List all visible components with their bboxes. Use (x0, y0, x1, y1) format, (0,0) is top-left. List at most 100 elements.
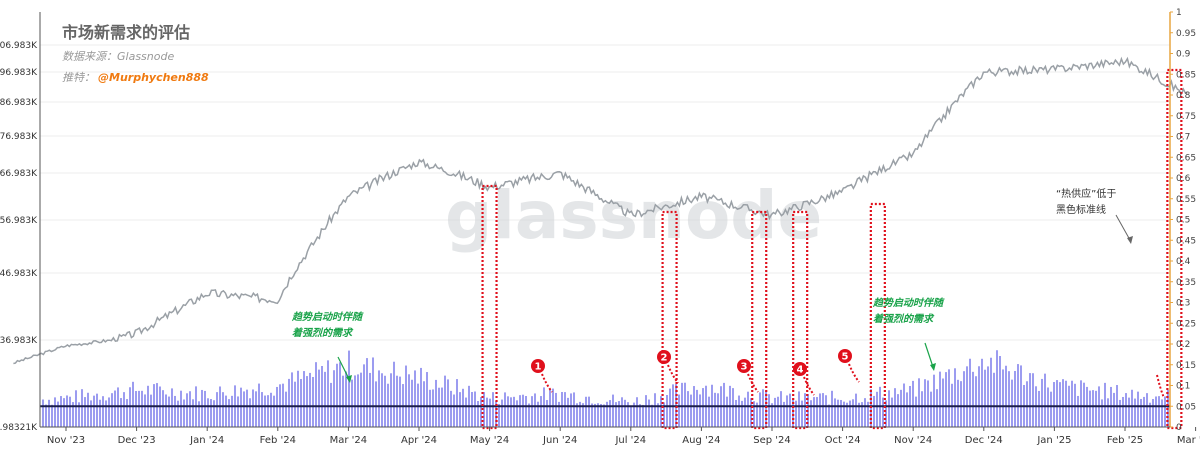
y-right-tick-label: 1 (1176, 8, 1182, 18)
demand-bar (522, 394, 524, 427)
demand-bar (330, 382, 332, 427)
demand-bar (54, 397, 56, 427)
demand-bar (915, 396, 917, 427)
demand-bar (768, 394, 770, 427)
y-right-tick-label: 0.25 (1176, 319, 1196, 329)
demand-bar (390, 373, 392, 427)
y-right-tick-label: 0 (1176, 423, 1182, 433)
demand-bar (294, 381, 296, 427)
demand-bar (528, 403, 530, 427)
demand-bar (936, 389, 938, 427)
y-right-tick-label: 0.35 (1176, 278, 1196, 288)
x-tick-label: Mar '24 (330, 435, 368, 446)
annotation-arrow (1115, 214, 1131, 241)
demand-bar (438, 387, 440, 427)
y-right-tick-label: 0.45 (1176, 236, 1196, 246)
demand-bar (399, 376, 401, 427)
demand-bar (237, 396, 239, 427)
demand-bar (771, 403, 773, 427)
demand-bar (1101, 399, 1103, 427)
demand-bar (99, 399, 101, 427)
demand-bar (1050, 391, 1052, 427)
demand-bar (942, 378, 944, 427)
demand-bar (555, 392, 557, 427)
y-right-tick-label: 0.6 (1176, 174, 1191, 184)
demand-bar (1080, 380, 1082, 427)
annotations: 趋势启动时伴随着强烈的需求趋势启动时伴随着强烈的需求“热供应”低于黑色标准线12… (291, 187, 1165, 399)
demand-bar (246, 389, 248, 427)
demand-bar (471, 392, 473, 427)
demand-bar (333, 370, 335, 427)
demand-bar (165, 394, 167, 427)
demand-bar (1077, 395, 1079, 427)
demand-bar (816, 397, 818, 427)
demand-bar (867, 401, 869, 427)
demand-bar (327, 360, 329, 427)
demand-bar (690, 394, 692, 427)
demand-bar (1122, 396, 1124, 427)
demand-bar (876, 391, 878, 427)
demand-bar (984, 369, 986, 427)
demand-bar (939, 371, 941, 427)
demand-bar (351, 379, 353, 427)
x-tick-label: Jul '24 (614, 435, 646, 446)
marker-arrow (848, 363, 860, 383)
demand-bar (789, 393, 791, 427)
y-right-tick-label: 0.75 (1176, 112, 1196, 122)
demand-bar (1152, 398, 1154, 427)
annotation-arrow (337, 356, 350, 380)
demand-bar (324, 371, 326, 427)
demand-bar (702, 388, 704, 427)
demand-bar (69, 396, 71, 427)
demand-bar (285, 391, 287, 427)
demand-bar (312, 376, 314, 427)
demand-bar (114, 390, 116, 427)
x-tick-label: Jan '24 (189, 435, 224, 446)
x-tick-labels: Nov '23 Dec '23 Jan '24 Feb '24 Mar '24 Apr '… (47, 427, 1200, 446)
highlight-box (751, 210, 768, 430)
demand-bar (414, 370, 416, 427)
demand-bar (1065, 380, 1067, 427)
y-left-tick-label: 46.983K (0, 269, 38, 279)
demand-bar (510, 397, 512, 427)
demand-bar (447, 379, 449, 427)
demand-bar (306, 376, 308, 427)
demand-bar (411, 379, 413, 427)
demand-bar (396, 375, 398, 427)
demand-bar (309, 372, 311, 427)
demand-bar (384, 375, 386, 427)
x-tick-label: Apr '24 (401, 435, 437, 446)
demand-bar (957, 379, 959, 427)
demand-bar (774, 397, 776, 427)
demand-bar (132, 381, 134, 427)
demand-bar (630, 406, 632, 427)
demand-bar (354, 375, 356, 427)
demand-bar (999, 356, 1001, 427)
demand-bar (795, 400, 797, 427)
demand-bar (681, 382, 683, 427)
demand-bar (489, 398, 491, 427)
demand-bar (150, 394, 152, 427)
demand-bar (444, 375, 446, 427)
demand-bar (912, 380, 914, 427)
demand-bar (57, 401, 59, 427)
demand-bar (270, 392, 272, 427)
demand-bar (564, 392, 566, 427)
demand-bar (1143, 396, 1145, 427)
demand-bar (210, 399, 212, 427)
demand-bar (75, 390, 77, 427)
demand-bar (762, 389, 764, 427)
demand-bar (1140, 398, 1142, 427)
demand-bar (465, 397, 467, 427)
demand-bar (990, 357, 992, 427)
demand-bar (777, 396, 779, 427)
demand-bar (573, 392, 575, 427)
demand-bar (993, 372, 995, 427)
demand-bar (345, 371, 347, 427)
demand-bar (123, 392, 125, 427)
marker-arrow (541, 373, 553, 393)
demand-bar (483, 392, 485, 427)
x-tick-label: Nov '24 (894, 435, 932, 446)
demand-bar (819, 393, 821, 427)
demand-bar (297, 370, 299, 427)
